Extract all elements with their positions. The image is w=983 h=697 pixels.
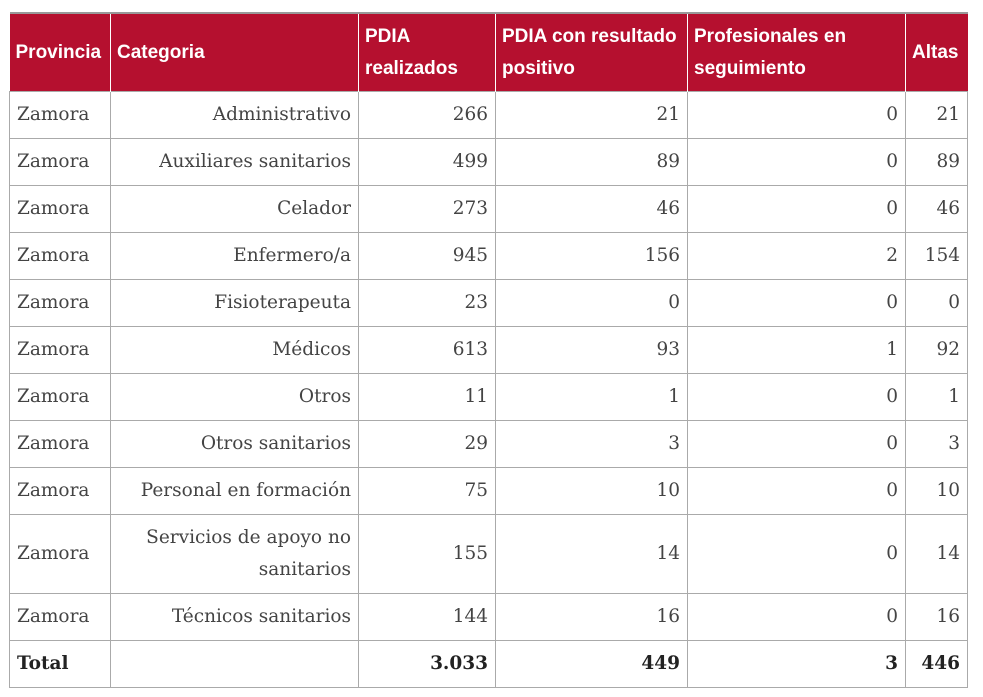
table-cell: Fisioterapeuta: [110, 279, 359, 327]
table-cell: 0: [687, 91, 906, 139]
total-cell: 449: [495, 640, 688, 688]
header-cell: Altas: [905, 12, 968, 92]
table-cell: 89: [495, 138, 688, 186]
table-cell: Zamora: [9, 91, 111, 139]
table-cell: Zamora: [9, 138, 111, 186]
table-cell: Zamora: [9, 232, 111, 280]
header-row: Provincia Categoria PDIA realizados PDIA co…: [9, 12, 968, 92]
header-cell: Categoria: [110, 12, 359, 92]
table-cell: 21: [905, 91, 968, 139]
table-cell: [110, 640, 359, 688]
table-cell: 21: [495, 91, 688, 139]
total-cell: 446: [905, 640, 968, 688]
table-cell: 0: [687, 138, 906, 186]
table-cell: 266: [358, 91, 496, 139]
table-cell: Auxiliares sanitarios: [110, 138, 359, 186]
table-cell: 144: [358, 593, 496, 641]
table-cell: Enfermero/a: [110, 232, 359, 280]
table-row: Zamora Enfermero/a 945 156 2 154: [9, 232, 968, 280]
table-cell: 93: [495, 326, 688, 374]
table-cell: 75: [358, 467, 496, 515]
table-cell: 499: [358, 138, 496, 186]
table-body: Zamora Administrativo 266 21 0 21 Zamora Auxili…: [9, 91, 968, 688]
table-cell: 3: [905, 420, 968, 468]
header-cell: Profesionales en seguimiento: [687, 12, 906, 92]
table-cell: Zamora: [9, 373, 111, 421]
table-row: Zamora Servicios de apoyo no sanitarios 15…: [9, 514, 968, 594]
table-cell: Zamora: [9, 420, 111, 468]
table-cell: Servicios de apoyo no sanitarios: [110, 514, 359, 594]
table-cell: Zamora: [9, 326, 111, 374]
table-cell: Otros: [110, 373, 359, 421]
table-cell: 613: [358, 326, 496, 374]
table-row: Zamora Técnicos sanitarios 144 16 0 16: [9, 593, 968, 641]
header-cell: PDIA realizados: [358, 12, 496, 92]
table-cell: Zamora: [9, 514, 111, 594]
table-cell: 1: [495, 373, 688, 421]
table-cell: 945: [358, 232, 496, 280]
table-cell: 46: [495, 185, 688, 233]
table-row: Zamora Celador 273 46 0 46: [9, 185, 968, 233]
table-cell: Administrativo: [110, 91, 359, 139]
table-cell: 92: [905, 326, 968, 374]
table-row: Zamora Personal en formación 75 10 0 10: [9, 467, 968, 515]
table-cell: 155: [358, 514, 496, 594]
table-cell: 14: [495, 514, 688, 594]
table-cell: 0: [687, 185, 906, 233]
table-cell: 0: [687, 373, 906, 421]
table-cell: Zamora: [9, 279, 111, 327]
table-cell: Médicos: [110, 326, 359, 374]
table-cell: 0: [495, 279, 688, 327]
table-cell: Otros sanitarios: [110, 420, 359, 468]
table-row: Zamora Administrativo 266 21 0 21: [9, 91, 968, 139]
table-cell: 0: [687, 514, 906, 594]
table-cell: 0: [687, 420, 906, 468]
table-cell: 16: [495, 593, 688, 641]
total-row: Total 3.033 449 3 446: [9, 640, 968, 688]
header-cell: PDIA con resultado positivo: [495, 12, 688, 92]
header-cell: Provincia: [9, 12, 111, 92]
table-cell: 1: [687, 326, 906, 374]
table-cell: 16: [905, 593, 968, 641]
table-cell: 3: [495, 420, 688, 468]
total-cell: 3: [687, 640, 906, 688]
table-cell: Personal en formación: [110, 467, 359, 515]
table-row: Zamora Auxiliares sanitarios 499 89 0 89: [9, 138, 968, 186]
table-cell: 23: [358, 279, 496, 327]
table-cell: 2: [687, 232, 906, 280]
data-table: Provincia Categoria PDIA realizados PDIA co…: [9, 12, 968, 688]
total-cell: Total: [9, 640, 111, 688]
table-cell: 0: [687, 593, 906, 641]
table-row: Zamora Otros sanitarios 29 3 0 3: [9, 420, 968, 468]
table-cell: Zamora: [9, 467, 111, 515]
table-cell: 46: [905, 185, 968, 233]
table-row: Zamora Fisioterapeuta 23 0 0 0: [9, 279, 968, 327]
table-cell: 0: [905, 279, 968, 327]
table-cell: Zamora: [9, 593, 111, 641]
table-cell: 0: [687, 467, 906, 515]
table-cell: 11: [358, 373, 496, 421]
table-cell: Técnicos sanitarios: [110, 593, 359, 641]
table-cell: 10: [905, 467, 968, 515]
table-row: Zamora Médicos 613 93 1 92: [9, 326, 968, 374]
table-cell: 89: [905, 138, 968, 186]
table-cell: 0: [687, 279, 906, 327]
table-cell: 154: [905, 232, 968, 280]
total-cell: 3.033: [358, 640, 496, 688]
table-cell: Celador: [110, 185, 359, 233]
table-cell: 156: [495, 232, 688, 280]
table-row: Zamora Otros 11 1 0 1: [9, 373, 968, 421]
table-cell: 10: [495, 467, 688, 515]
table-cell: 273: [358, 185, 496, 233]
table-cell: 1: [905, 373, 968, 421]
table-cell: 29: [358, 420, 496, 468]
table-cell: 14: [905, 514, 968, 594]
table-cell: Zamora: [9, 185, 111, 233]
